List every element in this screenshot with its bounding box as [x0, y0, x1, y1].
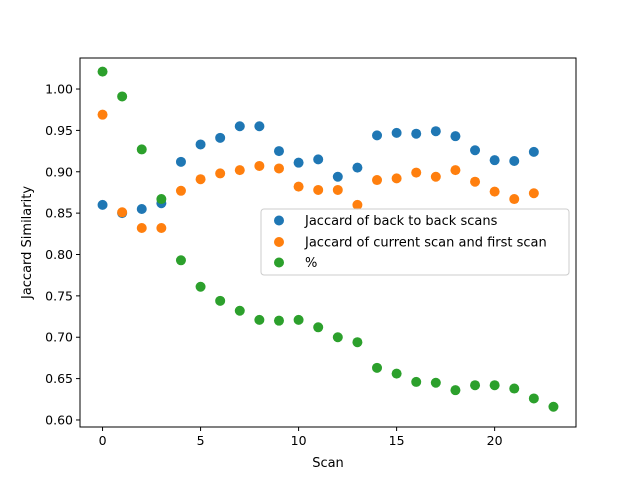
- point-series-2-23: [548, 401, 559, 412]
- point-series-1-4: [175, 185, 186, 196]
- x-tick-label: 20: [487, 433, 503, 448]
- y-tick-label: 0.75: [45, 288, 73, 303]
- point-series-2-8: [254, 314, 265, 325]
- point-series-1-11: [313, 184, 324, 195]
- point-series-2-21: [509, 383, 520, 394]
- x-tick-label: 15: [389, 433, 405, 448]
- legend: Jaccard of back to back scans Jaccard of…: [260, 208, 570, 276]
- point-series-2-16: [411, 376, 422, 387]
- point-series-0-6: [215, 132, 226, 143]
- point-series-2-4: [175, 255, 186, 266]
- point-series-2-20: [489, 380, 500, 391]
- point-series-2-22: [528, 393, 539, 404]
- point-series-2-15: [391, 368, 402, 379]
- legend-marker-percent: [274, 257, 284, 268]
- x-axis-label: Scan: [312, 456, 344, 471]
- legend-label-first-scan: Jaccard of current scan and first scan: [304, 236, 547, 251]
- point-series-0-7: [234, 121, 245, 132]
- point-series-2-19: [470, 380, 481, 391]
- plot-frame: [79, 57, 577, 428]
- point-series-1-19: [470, 176, 481, 187]
- y-tick-label: 0.60: [45, 412, 73, 427]
- point-series-1-18: [450, 165, 461, 176]
- y-tick-label: 0.95: [45, 123, 73, 138]
- legend-box: [260, 208, 570, 276]
- point-series-1-10: [293, 181, 304, 192]
- point-series-0-21: [509, 156, 520, 167]
- y-tick-label: 0.70: [45, 330, 73, 345]
- y-axis-label: Jaccard Similarity: [20, 186, 35, 300]
- legend-label-percent: %: [305, 256, 317, 271]
- point-series-1-3: [156, 223, 167, 234]
- point-series-1-8: [254, 160, 265, 171]
- point-series-0-12: [332, 171, 343, 182]
- point-series-0-5: [195, 139, 206, 150]
- point-series-1-1: [117, 207, 128, 218]
- point-series-1-20: [489, 186, 500, 197]
- data-points: [97, 66, 559, 412]
- series-1: [97, 109, 539, 234]
- point-series-0-13: [352, 162, 363, 173]
- point-series-0-20: [489, 155, 500, 166]
- point-series-1-12: [332, 184, 343, 195]
- point-series-2-7: [234, 305, 245, 316]
- point-series-0-10: [293, 157, 304, 168]
- legend-marker-first-scan: [274, 237, 284, 247]
- point-series-1-17: [430, 171, 441, 182]
- point-series-2-0: [97, 66, 108, 77]
- point-series-1-0: [97, 109, 108, 120]
- point-series-0-22: [528, 146, 539, 157]
- y-tick-label: 0.85: [45, 206, 73, 221]
- point-series-1-21: [509, 194, 520, 205]
- point-series-2-18: [450, 385, 461, 396]
- point-series-1-13: [352, 199, 363, 210]
- point-series-2-1: [117, 91, 128, 102]
- point-series-2-12: [332, 332, 343, 343]
- y-tick-label: 0.80: [45, 247, 73, 262]
- point-series-2-3: [156, 194, 167, 205]
- y-tick-label: 0.90: [45, 164, 73, 179]
- point-series-0-15: [391, 127, 402, 138]
- point-series-1-16: [411, 167, 422, 178]
- point-series-0-11: [313, 154, 324, 165]
- y-axis-ticks: 0.60 0.65 0.70 0.75 0.80 0.85 0.90 0.95 1.00: [45, 82, 80, 427]
- point-series-1-6: [215, 168, 226, 179]
- point-series-0-19: [470, 145, 481, 156]
- y-tick-label: 1.00: [45, 82, 73, 97]
- point-series-1-9: [273, 163, 284, 174]
- point-series-0-2: [136, 203, 147, 214]
- point-series-0-14: [372, 130, 383, 141]
- series-2: [97, 66, 559, 412]
- point-series-0-8: [254, 121, 265, 132]
- point-series-1-2: [136, 223, 147, 234]
- point-series-2-17: [430, 377, 441, 388]
- point-series-0-16: [411, 128, 422, 139]
- point-series-2-2: [136, 144, 147, 155]
- point-series-2-10: [293, 314, 304, 325]
- point-series-1-22: [528, 188, 539, 199]
- y-tick-label: 0.65: [45, 371, 73, 386]
- point-series-2-6: [215, 295, 226, 306]
- legend-marker-back-to-back: [274, 215, 284, 226]
- point-series-1-5: [195, 174, 206, 185]
- point-series-2-11: [313, 322, 324, 333]
- x-axis-ticks: 0 5 10 15 20: [99, 427, 503, 448]
- x-tick-label: 5: [197, 433, 205, 448]
- point-series-0-0: [97, 199, 108, 210]
- point-series-2-13: [352, 337, 363, 348]
- point-series-2-14: [372, 362, 383, 373]
- point-series-2-5: [195, 281, 206, 292]
- point-series-0-17: [430, 126, 441, 137]
- x-tick-label: 10: [291, 433, 307, 448]
- x-tick-label: 0: [99, 433, 107, 448]
- point-series-1-7: [234, 165, 245, 176]
- point-series-2-9: [273, 315, 284, 326]
- point-series-1-15: [391, 173, 402, 184]
- point-series-1-14: [372, 175, 383, 186]
- legend-label-back-to-back: Jaccard of back to back scans: [304, 214, 498, 229]
- point-series-0-4: [175, 156, 186, 167]
- point-series-0-18: [450, 131, 461, 142]
- point-series-0-9: [273, 146, 284, 157]
